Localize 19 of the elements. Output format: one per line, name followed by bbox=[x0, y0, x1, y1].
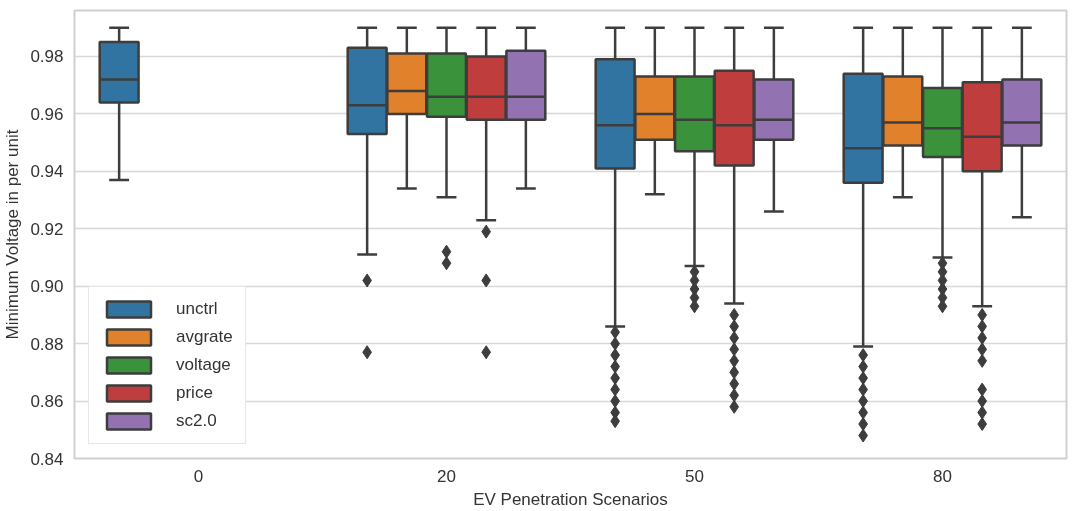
legend-label: sc2.0 bbox=[176, 411, 217, 431]
x-axis-title: EV Penetration Scenarios bbox=[473, 489, 668, 509]
y-tick-label: 0.96 bbox=[30, 104, 64, 124]
x-tick-label: 80 bbox=[933, 466, 952, 486]
y-tick-label: 0.98 bbox=[30, 47, 64, 67]
y-tick-label: 0.94 bbox=[30, 162, 64, 182]
x-tick-label: 50 bbox=[685, 466, 704, 486]
y-tick-label: 0.86 bbox=[30, 392, 64, 412]
legend-label: price bbox=[176, 383, 213, 403]
y-tick-label: 0.84 bbox=[30, 449, 64, 469]
legend-label: voltage bbox=[176, 355, 231, 375]
y-axis-title: Minimum Voltage in per unit bbox=[3, 129, 23, 340]
legend-label: unctrl bbox=[176, 299, 218, 319]
legend-label: avgrate bbox=[176, 327, 233, 347]
y-tick-label: 0.92 bbox=[30, 219, 64, 239]
y-tick-label: 0.90 bbox=[30, 277, 64, 297]
y-tick-label: 0.88 bbox=[30, 334, 64, 354]
x-tick-label: 20 bbox=[437, 466, 456, 486]
x-tick-label: 0 bbox=[193, 466, 204, 486]
